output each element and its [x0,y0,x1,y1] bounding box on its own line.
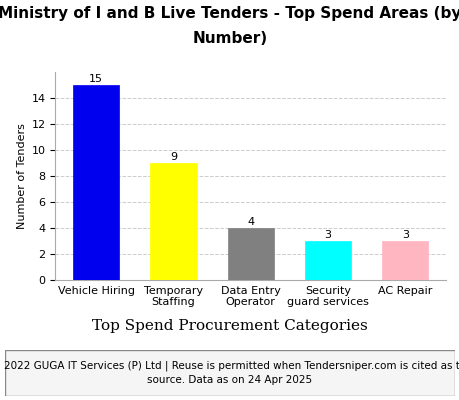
Text: 3: 3 [324,230,331,240]
Bar [73,85,119,280]
Bar [381,241,427,280]
Text: Ministry of I and B Live Tenders - Top Spend Areas (by
Number): Ministry of I and B Live Tenders - Top S… [0,6,459,46]
Y-axis label: Number of Tenders: Number of Tenders [17,123,27,229]
Text: 15: 15 [89,74,103,84]
Text: Top Spend Procurement Categories: Top Spend Procurement Categories [92,319,367,333]
Text: 9: 9 [169,152,177,162]
Bar [150,163,196,280]
Text: 3: 3 [401,230,408,240]
Bar [227,228,273,280]
Bar [304,241,350,280]
Text: (c) 2022 GUGA IT Services (P) Ltd | Reuse is permitted when Tendersniper.com is : (c) 2022 GUGA IT Services (P) Ltd | Reus… [0,361,459,385]
Text: 4: 4 [246,217,254,227]
